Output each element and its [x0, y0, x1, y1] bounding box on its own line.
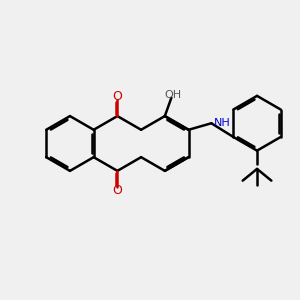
Text: O: O	[112, 90, 122, 103]
Text: OH: OH	[164, 90, 181, 100]
Text: NH: NH	[214, 118, 231, 128]
Text: O: O	[112, 184, 122, 197]
